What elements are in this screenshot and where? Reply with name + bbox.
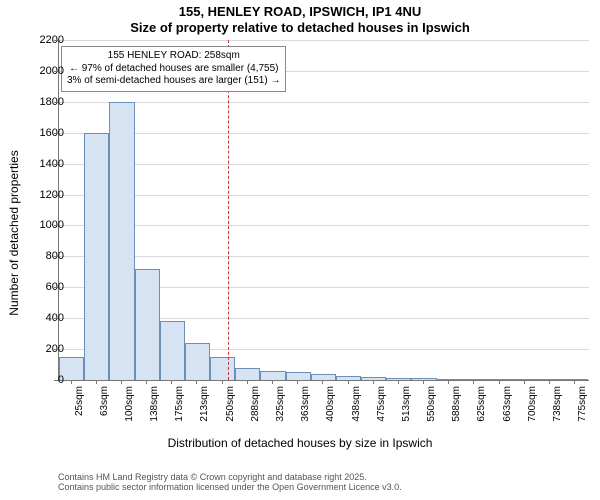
- y-tick-label: 600: [28, 281, 64, 293]
- y-tick-mark: [54, 195, 58, 196]
- y-tick-mark: [54, 256, 58, 257]
- x-tick-mark: [247, 380, 248, 384]
- histogram-bar: [286, 372, 311, 380]
- gridline: [59, 133, 589, 134]
- histogram-bar: [109, 102, 134, 380]
- x-tick-mark: [348, 380, 349, 384]
- y-tick-label: 1600: [28, 127, 64, 139]
- x-tick-mark: [96, 380, 97, 384]
- x-tick-mark: [297, 380, 298, 384]
- y-tick-label: 800: [28, 250, 64, 262]
- histogram-bar: [135, 269, 160, 380]
- y-tick-mark: [54, 164, 58, 165]
- gridline: [59, 256, 589, 257]
- annotation-box: 155 HENLEY ROAD: 258sqm← 97% of detached…: [61, 46, 286, 92]
- x-tick-mark: [272, 380, 273, 384]
- footer-line2: Contains public sector information licen…: [58, 482, 402, 492]
- histogram-bar: [160, 321, 185, 380]
- x-tick-mark: [373, 380, 374, 384]
- y-tick-mark: [54, 318, 58, 319]
- x-tick-mark: [398, 380, 399, 384]
- y-tick-label: 200: [28, 343, 64, 355]
- y-tick-label: 400: [28, 312, 64, 324]
- x-tick-mark: [121, 380, 122, 384]
- y-tick-label: 1400: [28, 158, 64, 170]
- y-tick-mark: [54, 133, 58, 134]
- gridline: [59, 40, 589, 41]
- x-tick-mark: [549, 380, 550, 384]
- y-tick-mark: [54, 380, 58, 381]
- y-tick-mark: [54, 349, 58, 350]
- x-tick-mark: [448, 380, 449, 384]
- gridline: [59, 225, 589, 226]
- histogram-bar: [210, 357, 235, 380]
- y-tick-label: 2200: [28, 34, 64, 46]
- x-axis-label: Distribution of detached houses by size …: [0, 436, 600, 450]
- x-tick-mark: [146, 380, 147, 384]
- y-tick-mark: [54, 287, 58, 288]
- histogram-bar: [84, 133, 109, 380]
- x-tick-mark: [574, 380, 575, 384]
- y-tick-label: 1000: [28, 219, 64, 231]
- plot-area: 155 HENLEY ROAD: 258sqm← 97% of detached…: [58, 40, 589, 381]
- x-tick-mark: [171, 380, 172, 384]
- footer-line1: Contains HM Land Registry data © Crown c…: [58, 472, 402, 482]
- y-tick-label: 2000: [28, 65, 64, 77]
- histogram-bar: [185, 343, 210, 380]
- gridline: [59, 102, 589, 103]
- x-tick-mark: [222, 380, 223, 384]
- annotation-line1: 155 HENLEY ROAD: 258sqm: [67, 50, 280, 63]
- histogram-bar: [411, 378, 436, 380]
- chart-title-line2: Size of property relative to detached ho…: [0, 20, 600, 36]
- y-tick-label: 1800: [28, 96, 64, 108]
- annotation-line3: 3% of semi-detached houses are larger (1…: [67, 75, 280, 88]
- plot-wrap: Number of detached properties 155 HENLEY…: [0, 36, 600, 466]
- chart-container: 155, HENLEY ROAD, IPSWICH, IP1 4NU Size …: [0, 0, 600, 500]
- x-tick-mark: [473, 380, 474, 384]
- x-tick-mark: [423, 380, 424, 384]
- x-tick-mark: [196, 380, 197, 384]
- y-tick-mark: [54, 71, 58, 72]
- x-tick-mark: [499, 380, 500, 384]
- histogram-bar: [437, 379, 462, 380]
- gridline: [59, 164, 589, 165]
- histogram-bar: [260, 371, 285, 380]
- histogram-bar: [235, 368, 260, 380]
- x-tick-mark: [524, 380, 525, 384]
- annotation-line2: ← 97% of detached houses are smaller (4,…: [67, 63, 280, 76]
- x-tick-mark: [322, 380, 323, 384]
- y-tick-mark: [54, 40, 58, 41]
- x-tick-mark: [71, 380, 72, 384]
- y-tick-label: 1200: [28, 189, 64, 201]
- chart-title-line1: 155, HENLEY ROAD, IPSWICH, IP1 4NU: [0, 0, 600, 20]
- y-tick-label: 0: [28, 374, 64, 386]
- y-tick-mark: [54, 102, 58, 103]
- footer-attribution: Contains HM Land Registry data © Crown c…: [58, 472, 402, 493]
- gridline: [59, 195, 589, 196]
- y-tick-mark: [54, 225, 58, 226]
- histogram-bar: [462, 379, 487, 380]
- y-axis-label: Number of detached properties: [7, 33, 21, 433]
